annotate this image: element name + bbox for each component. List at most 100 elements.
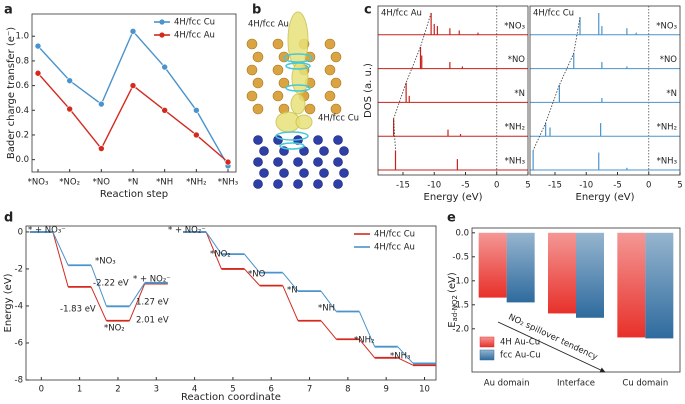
row-label: *NO [508, 55, 526, 65]
y-tick-label: 0.4 [15, 106, 29, 116]
x-tick-label: 5 [230, 385, 235, 395]
annotation: *NH₂ [354, 336, 374, 346]
cu-atom [319, 168, 329, 178]
x-tick-label: -10 [427, 181, 441, 191]
cu-atom [259, 146, 269, 156]
annotation: *NH [318, 304, 335, 314]
x-tick-label: *NO₂ [59, 178, 80, 188]
x-tick-label: -15 [396, 181, 410, 191]
guide-line [532, 17, 581, 151]
annotation: * + NO₂⁻ [168, 226, 206, 236]
x-tick-label: -5 [613, 181, 621, 191]
panel-label: b [252, 3, 261, 18]
x-tick-label: 4 [192, 385, 197, 395]
connector [90, 265, 107, 307]
connector [358, 311, 376, 347]
charge-density [279, 142, 305, 150]
cu-atom [319, 146, 329, 156]
y-tick-label: 1.0 [15, 32, 29, 42]
connector [397, 357, 414, 366]
y-label-unit: (eV) [447, 272, 458, 293]
cu-atom [333, 135, 343, 145]
legend-label: 4H/fcc Au [174, 31, 215, 41]
x-axis-label: Energy (eV) [424, 192, 483, 203]
au-atom [272, 64, 284, 76]
connector [52, 231, 69, 266]
au-atom [324, 90, 336, 102]
y-axis-label: Energy (eV) [3, 273, 14, 332]
y-tick-label: -1.5 [452, 300, 469, 310]
y-tick-label: -2 [15, 264, 23, 274]
au-atom [330, 51, 342, 63]
annotation: *NO₂ [104, 324, 125, 334]
cu-atom [313, 135, 323, 145]
x-tick-label: 5 [677, 181, 682, 191]
annotation: *N [287, 286, 298, 296]
plot-frame [25, 225, 437, 381]
point [34, 42, 42, 50]
y-tick-label: -2.0 [452, 324, 469, 334]
au-atom [330, 103, 342, 115]
cu-atom [313, 157, 323, 167]
cu-atom [333, 179, 343, 189]
cu-atom [333, 157, 343, 167]
point [224, 158, 232, 166]
connector [52, 231, 69, 288]
charge-density [287, 11, 309, 69]
x-tick-label: *NO [93, 178, 111, 188]
x-tick-label: 10 [419, 385, 430, 395]
x-axis-label: Reaction step [100, 189, 168, 200]
row-label: *N [514, 89, 525, 99]
y-tick-label: -1.0 [452, 276, 469, 286]
structure-label: 4H/fcc Cu [318, 114, 359, 124]
connector [205, 231, 222, 270]
row-label: *NO₃ [504, 21, 525, 31]
charge-density [291, 61, 309, 95]
cu-atom [273, 157, 283, 167]
au-atom [246, 38, 258, 50]
bar [645, 232, 674, 339]
y-tick-label: 0 [18, 227, 23, 237]
y-axis-label: Ead-NO2 (eV) [447, 272, 459, 328]
au-atom [252, 77, 264, 89]
x-tick-label: 2 [115, 385, 120, 395]
x-tick-label: *N [128, 178, 139, 188]
cu-atom [253, 157, 263, 167]
charge-density [275, 131, 309, 141]
connector [205, 231, 222, 255]
point [193, 106, 200, 114]
y-axis-label: Bader charge transfer (e⁻) [6, 27, 17, 159]
x-tick-label: Au domain [484, 379, 530, 389]
cu-atom [279, 168, 289, 178]
row-label: *NH₂ [505, 123, 525, 133]
connector [129, 282, 146, 307]
au-atom [324, 64, 336, 76]
cu-atom [293, 157, 303, 167]
plot-frame [471, 227, 681, 373]
bar [548, 232, 576, 314]
annotation: * + NO₃⁻ [28, 226, 66, 236]
legend-marker [159, 19, 165, 25]
legend-marker [159, 32, 165, 38]
au-atom [272, 90, 284, 102]
point [98, 100, 105, 108]
au-atom [246, 90, 258, 102]
x-tick-label: Cu domain [622, 379, 668, 389]
series-line [37, 29, 229, 167]
y-axis-label: DOS (a. u.) [363, 63, 374, 118]
charge-density [285, 62, 311, 70]
row-label: *NH₂ [657, 123, 677, 133]
point [98, 145, 105, 152]
annotation: -1.83 eV [60, 305, 96, 315]
structure-label: 4H/fcc Au [248, 20, 289, 30]
x-tick-label: 0 [494, 181, 499, 191]
bar [506, 232, 535, 303]
row-label: *N [666, 89, 677, 99]
connector [397, 346, 414, 364]
x-tick-label: 0 [646, 181, 651, 191]
y-label-main: E [447, 321, 458, 327]
x-tick-label: -15 [548, 181, 562, 191]
x-tick-label: *NH₂ [186, 178, 206, 188]
charge-density [283, 53, 313, 63]
charge-density [290, 93, 306, 115]
